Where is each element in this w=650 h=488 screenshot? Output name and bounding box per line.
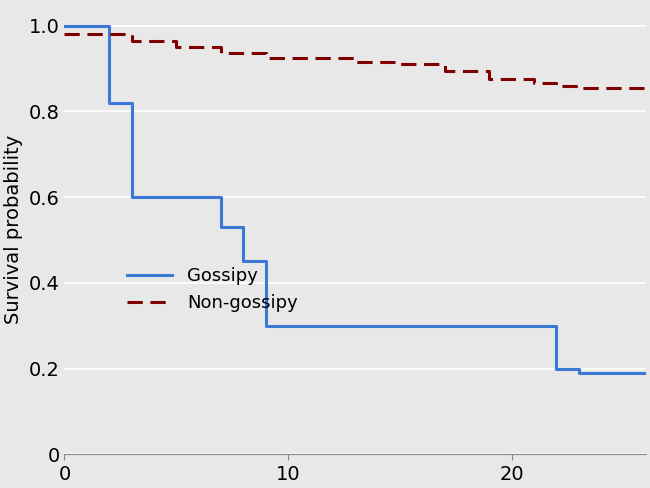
Y-axis label: Survival probability: Survival probability (4, 135, 23, 324)
Non-gossipy (441, 68, 448, 74)
Non-gossipy (351, 55, 359, 61)
Non-gossipy (60, 31, 68, 37)
Non-gossipy (262, 51, 270, 57)
Non-gossipy (486, 76, 493, 82)
Non-gossipy (575, 82, 582, 88)
Gossipy (262, 323, 270, 329)
Non-gossipy (486, 68, 493, 74)
Non-gossipy (642, 85, 650, 91)
Gossipy (217, 194, 225, 200)
Non-gossipy (396, 59, 404, 65)
Gossipy (262, 259, 270, 264)
Gossipy (105, 100, 113, 106)
Gossipy (441, 323, 448, 329)
Non-gossipy (441, 61, 448, 67)
Non-gossipy (127, 31, 135, 37)
Gossipy (575, 370, 582, 376)
Gossipy (127, 194, 135, 200)
Line: Non-gossipy: Non-gossipy (64, 34, 646, 88)
Gossipy (441, 323, 448, 329)
Non-gossipy (217, 44, 225, 50)
Non-gossipy (552, 82, 560, 88)
Gossipy (552, 366, 560, 371)
Gossipy (217, 224, 225, 230)
Non-gossipy (396, 61, 404, 67)
Gossipy (60, 22, 68, 28)
Gossipy (127, 100, 135, 106)
Non-gossipy (530, 81, 538, 86)
Non-gossipy (172, 38, 180, 43)
Gossipy (239, 259, 247, 264)
Gossipy (396, 323, 404, 329)
Non-gossipy (127, 38, 135, 43)
Gossipy (552, 323, 560, 329)
Gossipy (239, 224, 247, 230)
Gossipy (105, 22, 113, 28)
Non-gossipy (351, 59, 359, 65)
Line: Gossipy: Gossipy (64, 25, 646, 373)
Gossipy (642, 370, 650, 376)
Non-gossipy (530, 76, 538, 82)
Non-gossipy (552, 81, 560, 86)
Non-gossipy (172, 44, 180, 50)
Non-gossipy (217, 51, 225, 57)
Gossipy (396, 323, 404, 329)
Legend: Gossipy, Non-gossipy: Gossipy, Non-gossipy (120, 260, 305, 319)
Gossipy (575, 366, 582, 371)
Non-gossipy (262, 55, 270, 61)
Non-gossipy (575, 85, 582, 91)
